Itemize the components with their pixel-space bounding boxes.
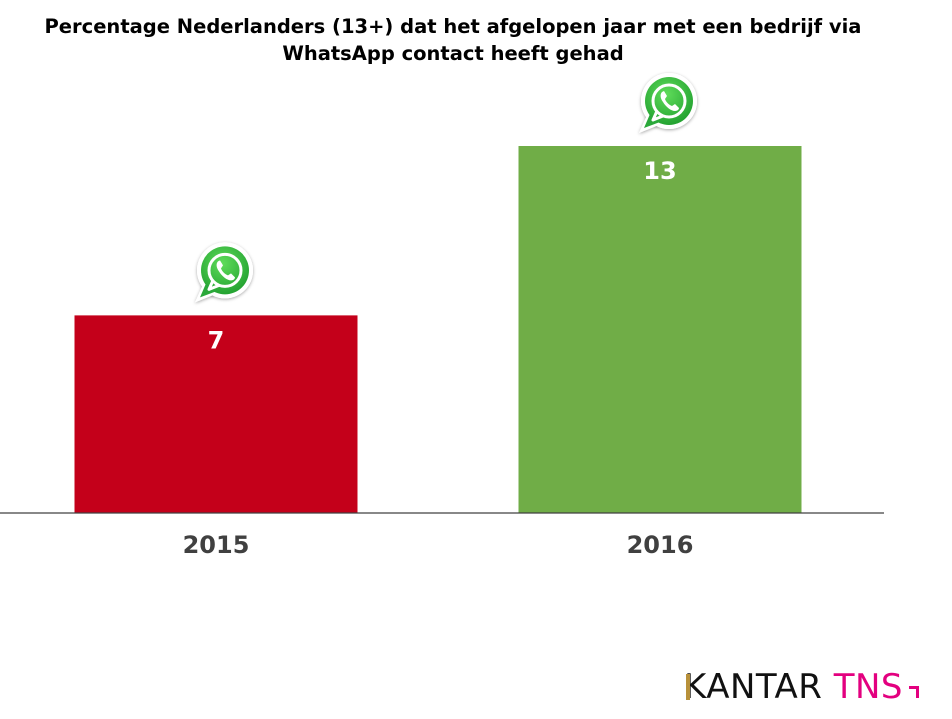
chart-title-line-2: WhatsApp contact heeft gehad bbox=[282, 42, 624, 65]
kantar-tns-logo: KANTAR TNS bbox=[684, 667, 920, 707]
bar-2015 bbox=[74, 315, 358, 513]
data-label-2016: 13 bbox=[643, 157, 676, 185]
chart-title-line-1: Percentage Nederlanders (13+) dat het af… bbox=[44, 15, 862, 38]
chart-title: Percentage Nederlanders (13+) dat het af… bbox=[0, 13, 906, 67]
bar-2016 bbox=[518, 146, 802, 513]
logo-word-kantar: KANTAR bbox=[684, 667, 823, 707]
category-label-2016: 2016 bbox=[627, 531, 694, 559]
logo-hook-mark bbox=[909, 686, 920, 698]
whatsapp-icon bbox=[639, 73, 697, 133]
logo-gold-mark bbox=[686, 674, 690, 700]
category-label-2015: 2015 bbox=[183, 531, 250, 559]
logo-word-tns: TNS bbox=[833, 667, 904, 707]
data-label-2015: 7 bbox=[208, 326, 225, 354]
whatsapp-icon bbox=[195, 242, 253, 303]
